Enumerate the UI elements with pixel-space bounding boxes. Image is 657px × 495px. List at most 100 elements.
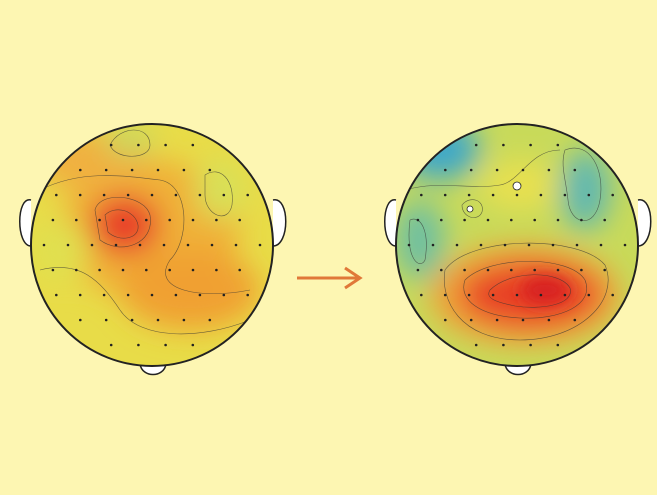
electrode	[126, 193, 130, 197]
electrode	[66, 243, 70, 247]
electrode	[121, 218, 125, 222]
electrode	[420, 193, 423, 197]
electrode	[431, 243, 435, 247]
ear	[272, 199, 287, 247]
electrode	[556, 218, 560, 222]
electrode	[502, 143, 505, 147]
electrode	[222, 193, 226, 197]
head-left	[19, 123, 287, 376]
electrode	[587, 193, 591, 197]
electrode	[191, 268, 195, 272]
electrode	[208, 168, 212, 172]
electrode	[246, 293, 249, 297]
electrode	[145, 218, 148, 222]
electrode	[191, 143, 195, 147]
head-right	[384, 123, 652, 376]
electrode	[529, 343, 532, 347]
electrode	[573, 168, 577, 172]
electrode	[55, 293, 58, 297]
electrode	[51, 218, 55, 222]
electrodes	[42, 143, 262, 347]
electrode	[130, 168, 134, 172]
ear	[19, 199, 32, 247]
electrode	[580, 218, 583, 222]
electrode	[416, 218, 420, 222]
electrode	[109, 343, 113, 347]
electrode	[191, 218, 195, 222]
electrode	[191, 343, 195, 347]
electrode	[539, 193, 543, 197]
electrode	[210, 243, 214, 247]
electrode	[156, 318, 160, 322]
electrode	[469, 168, 473, 172]
electrode	[486, 268, 490, 272]
electrode	[420, 293, 423, 297]
electrode	[114, 243, 118, 247]
electrode	[150, 193, 154, 197]
electrode	[104, 318, 108, 322]
electrode	[521, 318, 525, 322]
head-outline	[30, 123, 274, 367]
electrode	[238, 218, 241, 222]
electrode	[474, 143, 478, 147]
electrode	[198, 293, 202, 297]
electrode	[137, 143, 140, 147]
electrode	[551, 243, 555, 247]
electrode	[533, 268, 536, 272]
electrode	[215, 218, 218, 222]
electrode	[474, 343, 478, 347]
electrode	[455, 243, 459, 247]
electrode	[503, 243, 507, 247]
electrode	[238, 268, 241, 272]
electrode	[587, 293, 591, 297]
electrode	[599, 243, 603, 247]
electrode	[78, 293, 82, 297]
electrode	[75, 218, 78, 222]
electrode	[563, 193, 567, 197]
electrode	[145, 268, 148, 272]
electrode	[104, 168, 108, 172]
electrode	[416, 268, 420, 272]
electrode	[573, 318, 577, 322]
electrode	[174, 293, 178, 297]
electrode	[182, 318, 186, 322]
heatmap	[31, 124, 273, 366]
electrode	[162, 243, 166, 247]
electrode	[440, 218, 443, 222]
electrode	[575, 243, 579, 247]
electrode	[443, 193, 447, 197]
electrode	[79, 318, 82, 322]
electrode	[75, 268, 78, 272]
electrode	[486, 218, 490, 222]
electrode	[444, 168, 447, 172]
arrow-head	[344, 266, 363, 290]
electrode	[510, 218, 513, 222]
electrode	[521, 168, 525, 172]
electrodes	[407, 143, 627, 347]
electrode	[258, 243, 262, 247]
electrode	[623, 243, 627, 247]
electrode	[150, 293, 154, 297]
electrode	[208, 318, 212, 322]
electrode	[222, 293, 226, 297]
electrode	[246, 193, 249, 197]
electrode	[55, 193, 58, 197]
head-outline	[395, 123, 639, 367]
electrode	[79, 168, 82, 172]
electrode	[182, 168, 186, 172]
electrode	[529, 143, 532, 147]
electrode	[407, 243, 411, 247]
electrode	[186, 243, 190, 247]
electrode	[533, 218, 536, 222]
electrode	[603, 218, 606, 222]
electrode	[90, 243, 94, 247]
electrode	[539, 293, 543, 297]
electrode	[109, 143, 113, 147]
electrode	[556, 143, 560, 147]
electrode	[563, 293, 567, 297]
electrode	[463, 218, 466, 222]
electrode	[527, 243, 531, 247]
electrode	[198, 193, 202, 197]
